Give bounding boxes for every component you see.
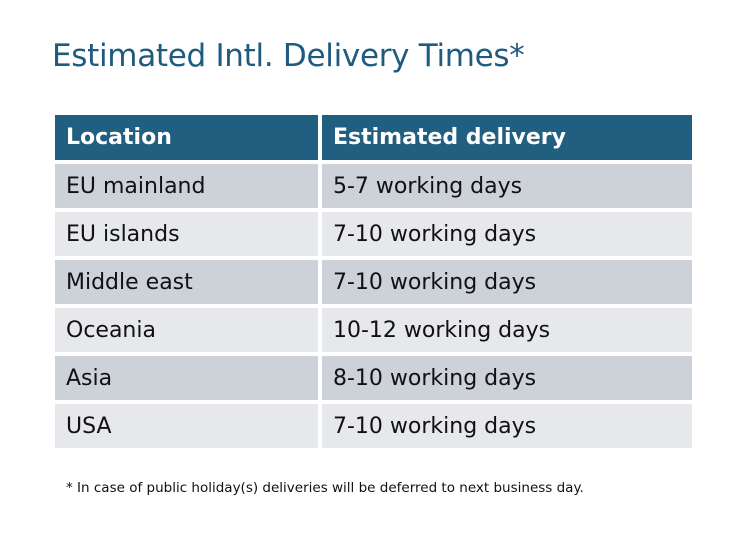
delivery-time-cell: 5-7 working days: [322, 164, 692, 208]
table-row: EU islands 7-10 working days: [55, 212, 692, 256]
table-row: USA 7-10 working days: [55, 404, 692, 448]
location-cell: USA: [55, 404, 318, 448]
location-cell: Asia: [55, 356, 318, 400]
footnote: * In case of public holiday(s) deliverie…: [66, 480, 584, 496]
column-header-location: Location: [55, 115, 318, 160]
page-title: Estimated Intl. Delivery Times*: [52, 38, 525, 74]
table-header-row: Location Estimated delivery: [55, 115, 692, 160]
table-row: Middle east 7-10 working days: [55, 260, 692, 304]
delivery-time-cell: 7-10 working days: [322, 260, 692, 304]
table-row: Asia 8-10 working days: [55, 356, 692, 400]
table-row: Oceania 10-12 working days: [55, 308, 692, 352]
location-cell: Middle east: [55, 260, 318, 304]
location-cell: EU mainland: [55, 164, 318, 208]
delivery-time-cell: 7-10 working days: [322, 212, 692, 256]
location-cell: Oceania: [55, 308, 318, 352]
delivery-time-cell: 7-10 working days: [322, 404, 692, 448]
table-row: EU mainland 5-7 working days: [55, 164, 692, 208]
delivery-time-cell: 10-12 working days: [322, 308, 692, 352]
delivery-time-cell: 8-10 working days: [322, 356, 692, 400]
delivery-times-table: Location Estimated delivery EU mainland 5…: [51, 111, 696, 452]
column-header-estimated-delivery: Estimated delivery: [322, 115, 692, 160]
location-cell: EU islands: [55, 212, 318, 256]
